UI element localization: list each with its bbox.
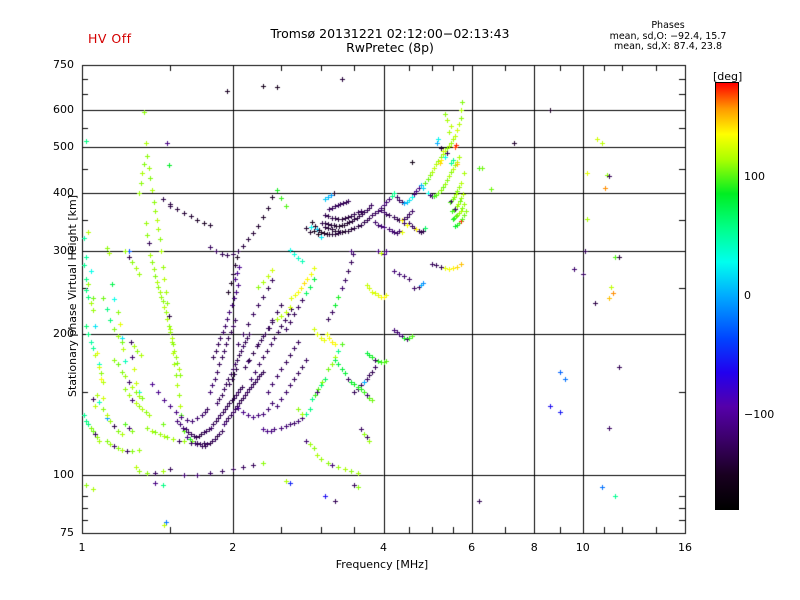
x-tick-label-8: 8 bbox=[530, 541, 538, 554]
y-tick-label-300: 300 bbox=[53, 244, 74, 258]
y-axis-label: Stationary phase Virtual Height [km] bbox=[66, 194, 79, 398]
x-tick-label-2: 2 bbox=[229, 541, 237, 554]
colorbar-unit-label: [deg] bbox=[713, 70, 743, 83]
y-tick-label-100: 100 bbox=[53, 467, 74, 481]
phase-colorbar bbox=[715, 82, 739, 510]
x-axis-label: Frequency [MHz] bbox=[335, 558, 429, 571]
colorbar-tick-1: 0 bbox=[744, 289, 751, 302]
colorbar-tick-0: 100 bbox=[744, 170, 765, 184]
colorbar-tick-2: −100 bbox=[744, 407, 775, 421]
y-tick-label-600: 600 bbox=[53, 103, 74, 117]
y-tick-label-750: 750 bbox=[53, 58, 74, 71]
y-tick-label-200: 200 bbox=[53, 326, 74, 340]
x-tick-label-6: 6 bbox=[468, 541, 476, 554]
x-tick-label-10: 10 bbox=[575, 541, 590, 554]
y-tick-label-400: 400 bbox=[53, 185, 74, 199]
x-tick-label-4: 4 bbox=[380, 541, 387, 554]
x-tick-label-1: 1 bbox=[78, 541, 86, 554]
y-tick-label-500: 500 bbox=[53, 140, 74, 154]
y-tick-label-75: 75 bbox=[60, 526, 74, 539]
x-tick-label-16: 16 bbox=[678, 541, 692, 554]
